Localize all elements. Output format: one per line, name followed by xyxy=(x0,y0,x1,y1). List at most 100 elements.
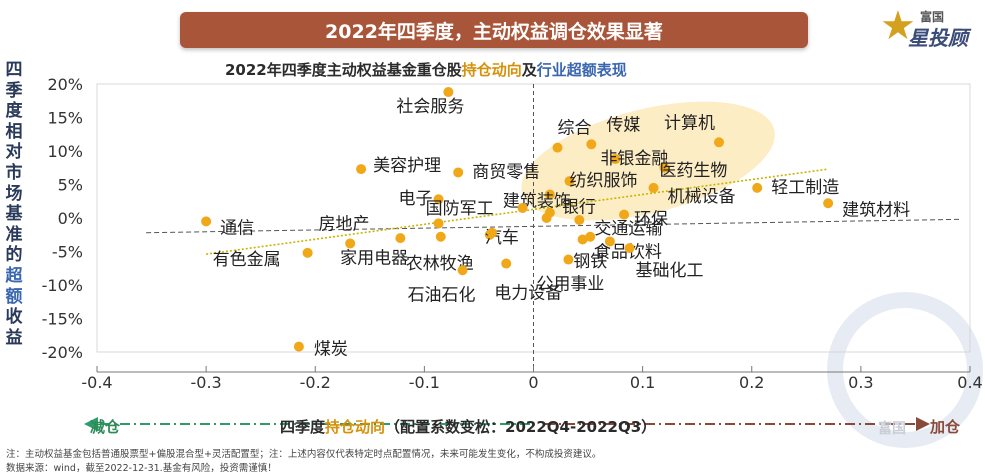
data-point xyxy=(487,227,498,238)
x-title-part3: （配置系数变松：2022Q4-2022Q3） xyxy=(385,418,657,436)
data-point xyxy=(564,176,575,187)
x-title-part2: 持仓动向 xyxy=(325,418,386,436)
y-label-char: 基 xyxy=(5,204,23,225)
chart-subtitle: 2022年四季度主动权益基金重仓股持仓动向及行业超额表现 xyxy=(225,59,785,80)
point-label: 房地产 xyxy=(319,214,370,234)
x-tick-label: 0.4 xyxy=(957,373,982,392)
y-axis-label: 四季度相对市场基准的超额收益 xyxy=(3,60,25,348)
point-label: 轻工制造 xyxy=(771,178,839,198)
right-arrow-icon xyxy=(916,417,930,431)
point-label: 交通运输 xyxy=(594,219,662,239)
x-title-part1: 四季度 xyxy=(280,418,326,436)
x-tick-label: 0.2 xyxy=(739,373,764,392)
logo-small-text: 富国 xyxy=(920,10,945,24)
point-label: 银行 xyxy=(562,198,596,218)
subtitle-part4: 行业超额表现 xyxy=(536,61,627,79)
data-point xyxy=(457,265,468,276)
y-label-char: 市 xyxy=(5,162,23,183)
data-point xyxy=(714,137,725,148)
brand-logo: ★ 富国 星投顾 xyxy=(880,6,980,50)
x-tick-label: 0.1 xyxy=(630,373,655,392)
data-point xyxy=(604,236,615,247)
y-tick-label: 5% xyxy=(58,176,83,195)
point-label: 建筑材料 xyxy=(842,200,910,220)
point-label: 煤炭 xyxy=(314,340,348,360)
point-label: 纺织服饰 xyxy=(570,171,638,191)
data-point xyxy=(648,182,659,193)
data-point xyxy=(302,247,313,258)
y-label-char: 度 xyxy=(5,101,23,122)
data-point xyxy=(356,164,367,175)
subtitle-part3: 及 xyxy=(521,61,537,79)
logo-big-text: 星投顾 xyxy=(908,26,968,50)
point-label: 社会服务 xyxy=(396,97,464,117)
x-tick-label: -0.3 xyxy=(191,373,222,392)
watermark: 富国 xyxy=(878,421,906,437)
data-point xyxy=(453,167,464,178)
y-label-char: 场 xyxy=(5,183,23,204)
watermark-ring xyxy=(827,292,983,448)
data-point xyxy=(624,243,635,254)
banner-title: 2022年四季度，主动权益调仓效果显著 xyxy=(325,20,663,43)
y-label-char: 超 xyxy=(5,265,23,286)
point-label: 电子 xyxy=(399,189,433,209)
data-point xyxy=(395,233,406,244)
point-label: 非银金融 xyxy=(600,149,668,169)
point-label: 机械设备 xyxy=(668,187,736,207)
point-label: 石油石化 xyxy=(408,285,476,305)
y-tick-label: -20% xyxy=(42,343,83,362)
point-label: 基础化工 xyxy=(636,261,704,281)
x-tick-label: -0.4 xyxy=(81,373,112,392)
point-label: 钢铁 xyxy=(573,252,607,272)
y-label-char: 额 xyxy=(5,286,23,307)
x-axis-direction-bar xyxy=(84,417,930,431)
point-label: 商贸零售 xyxy=(472,162,540,182)
y-tick-label: 20% xyxy=(47,75,83,94)
data-point xyxy=(574,215,585,226)
point-label: 公用事业 xyxy=(536,275,604,295)
y-label-char: 收 xyxy=(5,307,23,328)
y-label-char: 四 xyxy=(5,60,23,80)
y-label-char: 准 xyxy=(5,224,23,245)
point-label: 农林牧渔 xyxy=(406,254,474,274)
data-point xyxy=(544,189,555,200)
highlight-ellipse xyxy=(521,101,775,221)
y-tick-label: -5% xyxy=(52,243,83,262)
y-tick-label: -10% xyxy=(42,276,83,295)
point-label: 建筑装饰 xyxy=(503,192,571,212)
data-point xyxy=(823,198,834,209)
data-point xyxy=(517,202,528,213)
point-label: 计算机 xyxy=(664,113,715,133)
x-left-label: 减仓 xyxy=(90,418,121,436)
title-banner: 2022年四季度，主动权益调仓效果显著 xyxy=(180,12,808,48)
x-tick-label: 0 xyxy=(528,373,538,392)
y-tick-label: 0% xyxy=(58,209,83,228)
x-tick-label: 0.3 xyxy=(848,373,873,392)
data-point xyxy=(752,182,763,193)
y-label-char: 对 xyxy=(5,142,23,163)
data-point xyxy=(345,238,356,249)
y-label-char: 季 xyxy=(5,80,23,101)
reference-line xyxy=(146,218,960,234)
x-tick-label: -0.2 xyxy=(300,373,331,392)
star-icon: ★ xyxy=(880,3,916,49)
data-point xyxy=(433,218,444,229)
y-tick-label: -15% xyxy=(42,310,83,329)
point-label: 美容护理 xyxy=(373,156,441,176)
data-point xyxy=(577,234,588,245)
x-right-label: 加仓 xyxy=(930,418,961,436)
data-point xyxy=(201,216,212,227)
subtitle-part1: 2022年四季度主动权益基金重仓股 xyxy=(225,61,462,79)
data-point xyxy=(501,258,512,269)
point-label: 通信 xyxy=(220,218,254,238)
x-tick-label: -0.1 xyxy=(409,373,440,392)
data-point xyxy=(619,209,630,220)
point-label: 综合 xyxy=(558,119,592,139)
data-point xyxy=(610,154,621,165)
data-point xyxy=(435,231,446,242)
data-point xyxy=(443,87,454,98)
data-point xyxy=(433,194,444,205)
y-label-char: 益 xyxy=(5,327,23,348)
subtitle-part2: 持仓动向 xyxy=(461,61,522,79)
